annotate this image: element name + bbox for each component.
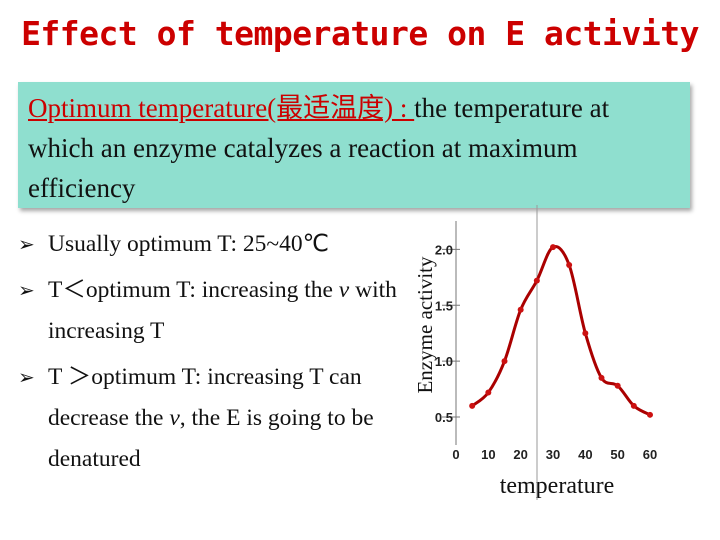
arrow-bullet-icon: ➢ <box>18 232 35 256</box>
definition-term: Optimum temperature(最适温度) : <box>28 93 415 123</box>
y-tick-label: 1.0 <box>435 354 453 369</box>
bullet-text: with increasing T <box>48 277 397 344</box>
x-tick-label: 30 <box>546 447 560 462</box>
data-point <box>517 306 524 313</box>
x-axis-label: temperature <box>500 473 615 499</box>
y-tick-label: 2.0 <box>435 242 453 257</box>
bullet-text: Usually optimum T: 25~40℃ <box>48 231 329 257</box>
data-point <box>566 262 573 269</box>
bullet-variable: v <box>169 405 180 431</box>
data-point <box>469 402 476 409</box>
data-point <box>533 277 540 284</box>
x-tick-label: 10 <box>481 447 495 462</box>
data-point <box>550 244 556 251</box>
bullet-text: T ＞optimum T: increasing T can decrease … <box>48 364 362 431</box>
data-point <box>485 389 492 396</box>
activity-curve-line <box>471 245 651 417</box>
data-point <box>598 374 605 381</box>
y-axis-label: Enzyme activity <box>413 256 437 394</box>
data-point <box>614 382 621 389</box>
y-tick-label: 1.5 <box>435 298 453 313</box>
arrow-bullet-icon: ➢ <box>18 365 35 389</box>
data-point <box>630 402 637 409</box>
data-point <box>501 358 508 365</box>
bullet-item: ➢ T ＞optimum T: increasing T can decrease… <box>18 357 398 480</box>
data-point <box>582 330 589 337</box>
x-tick-label: 60 <box>643 447 657 462</box>
x-tick-label: 50 <box>610 447 624 462</box>
x-tick-label: 0 <box>452 447 459 462</box>
bullet-variable: v <box>338 277 350 303</box>
bullet-item: ➢ T＜optimum T: increasing the v with incr… <box>18 270 398 352</box>
bullet-text: T＜optimum T: increasing the <box>48 277 339 303</box>
data-point <box>647 411 653 418</box>
bullet-list: ➢ Usually optimum T: 25~40℃ ➢ T＜optimum T:… <box>18 224 398 485</box>
x-tick-label: 20 <box>513 447 527 462</box>
bullet-item: ➢ Usually optimum T: 25~40℃ <box>18 224 398 265</box>
y-tick-label: 0.5 <box>435 410 453 425</box>
bullet-text: , the E is going to be denatured <box>48 405 374 472</box>
definition-box: Optimum temperature(最适温度) : the temperat… <box>18 82 690 208</box>
definition-text: the temperature at which an enzyme catal… <box>28 93 610 203</box>
x-tick-label: 40 <box>578 447 592 462</box>
enzyme-activity-chart: Enzyme activity temperature 0.5 1.0 1.5 2.0… <box>413 205 657 500</box>
slide-title: Effect of temperature on E activity <box>21 14 699 53</box>
arrow-bullet-icon: ➢ <box>18 278 35 302</box>
